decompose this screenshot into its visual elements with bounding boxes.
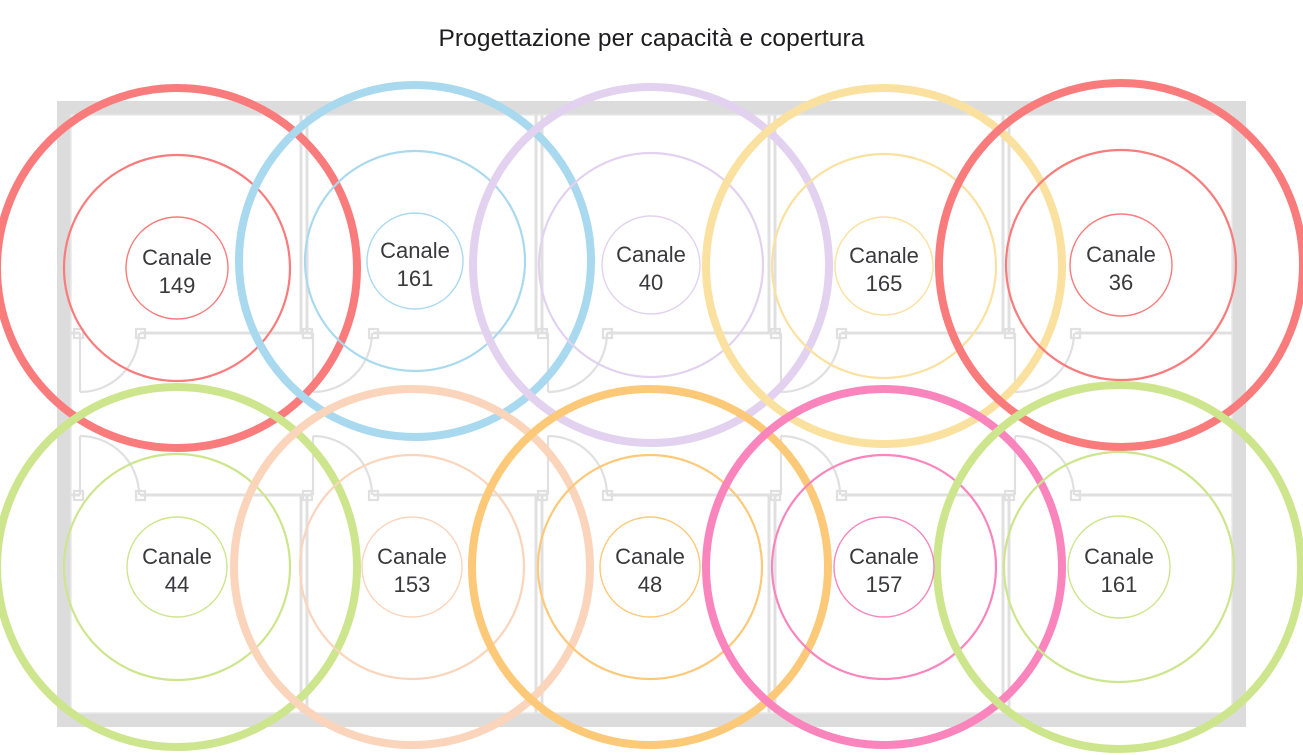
coverage-ring-mid	[1004, 148, 1238, 382]
access-point-rings	[0, 383, 361, 751]
channel-label-number: 40	[639, 270, 663, 295]
channel-label-word: Canale	[615, 544, 685, 569]
door-swing-arc	[78, 332, 141, 394]
coverage-ring-mid	[62, 452, 292, 682]
channel-label-number: 165	[866, 271, 903, 296]
coverage-ring-outer	[0, 84, 361, 452]
coverage-ring-outer	[935, 79, 1303, 451]
coverage-ring-mid	[298, 453, 526, 681]
channel-label-word: Canale	[1084, 544, 1154, 569]
access-point-rings	[235, 81, 595, 441]
access-point-label-group[interactable]: Canale 165	[834, 216, 934, 316]
door-swing-arc	[78, 434, 141, 496]
access-point-label-group[interactable]: Canale 48	[599, 516, 701, 618]
coverage-ring-outer	[468, 385, 832, 749]
door-jamb	[835, 489, 848, 502]
coverage-ring-inner	[834, 216, 934, 316]
door-jamb	[72, 327, 85, 340]
top-row-partitions	[299, 115, 1011, 333]
access-point-label-group[interactable]: Canale 153	[361, 516, 463, 618]
coverage-ring-outer	[235, 81, 595, 441]
access-point-label-group[interactable]: Canale 36	[1069, 213, 1173, 317]
floorplan-layer	[57, 101, 1246, 727]
channel-label-word: Canale	[849, 243, 919, 268]
coverage-circles-layer: Canale149Canale161Canale40Canale165Canal…	[0, 79, 1303, 753]
door-swing-arc	[546, 434, 609, 496]
access-point-rings	[702, 385, 1066, 749]
door-jamb	[367, 489, 380, 502]
channel-label-number: 44	[165, 572, 189, 597]
access-point-rings	[935, 79, 1303, 451]
bottom-row-doors	[72, 434, 1082, 502]
coverage-ring-mid	[537, 151, 765, 379]
channel-label-number: 157	[866, 572, 903, 597]
coverage-ring-outer	[702, 84, 1066, 448]
door-jamb	[1069, 489, 1082, 502]
channel-label-word: Canale	[142, 544, 212, 569]
coverage-ring-inner	[126, 516, 228, 618]
access-point-label-group[interactable]: Canale 149	[125, 216, 229, 320]
channel-label-number: 48	[638, 572, 662, 597]
coverage-ring-outer	[469, 83, 833, 447]
coverage-ring-mid	[770, 152, 998, 380]
coverage-ring-outer	[702, 385, 1066, 749]
coverage-ring-inner	[599, 516, 701, 618]
coverage-ring-mid	[303, 149, 527, 373]
coverage-ring-outer	[230, 385, 594, 749]
coverage-ring-mid	[770, 453, 998, 681]
channel-label-number: 161	[1101, 572, 1138, 597]
access-point-rings	[230, 385, 594, 749]
channel-label-number: 149	[159, 273, 196, 298]
coverage-ring-inner	[125, 216, 229, 320]
door-jamb	[134, 489, 147, 502]
door-jamb	[72, 489, 85, 502]
channel-label-word: Canale	[1086, 242, 1156, 267]
figure-title: Progettazione per capacità e copertura	[438, 25, 865, 52]
channel-label-word: Canale	[142, 245, 212, 270]
coverage-ring-mid	[1002, 450, 1236, 684]
access-point-rings	[468, 385, 832, 749]
access-point-rings	[0, 84, 361, 452]
coverage-ring-inner	[833, 516, 935, 618]
door-jamb	[1069, 327, 1082, 340]
access-point-label-group[interactable]: Canale 157	[833, 516, 935, 618]
bottom-row-partitions	[299, 495, 1011, 713]
channel-label-word: Canale	[849, 544, 919, 569]
coverage-ring-mid	[62, 153, 292, 383]
access-point-rings	[469, 83, 833, 447]
building-outer-wall	[57, 101, 1246, 727]
coverage-ring-inner	[361, 516, 463, 618]
coverage-ring-inner	[366, 212, 464, 310]
door-jamb	[367, 327, 380, 340]
coverage-ring-outer	[933, 381, 1303, 753]
coverage-ring-inner	[601, 215, 701, 315]
door-jamb	[835, 327, 848, 340]
channel-label-number: 161	[397, 266, 434, 291]
access-point-rings	[702, 84, 1066, 448]
access-point-label-group[interactable]: Canale 40	[601, 215, 701, 315]
coverage-ring-outer	[0, 383, 361, 751]
coverage-ring-inner	[1067, 515, 1171, 619]
door-jamb	[134, 327, 147, 340]
access-point-label-group[interactable]: Canale 161	[366, 212, 464, 310]
channel-label-number: 153	[394, 572, 431, 597]
coverage-ring-inner	[1069, 213, 1173, 317]
access-point-rings	[933, 381, 1303, 753]
channel-label-number: 36	[1109, 270, 1133, 295]
access-point-label-group[interactable]: Canale 161	[1067, 515, 1171, 619]
access-point-label-group[interactable]: Canale 44	[126, 516, 228, 618]
channel-label-word: Canale	[380, 238, 450, 263]
channel-label-word: Canale	[616, 242, 686, 267]
channel-label-word: Canale	[377, 544, 447, 569]
coverage-ring-mid	[536, 453, 764, 681]
